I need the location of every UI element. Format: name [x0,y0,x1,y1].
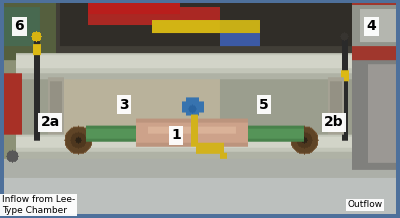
Text: 5: 5 [259,98,269,112]
Text: 6: 6 [14,19,24,33]
Text: Inflow from Lee-
Type Chamber: Inflow from Lee- Type Chamber [2,195,75,215]
Text: 1: 1 [171,128,181,142]
Text: 4: 4 [366,19,376,33]
Text: 2b: 2b [324,115,344,129]
Text: 3: 3 [119,98,129,112]
Text: 2a: 2a [40,115,60,129]
Text: Outflow: Outflow [347,200,382,209]
